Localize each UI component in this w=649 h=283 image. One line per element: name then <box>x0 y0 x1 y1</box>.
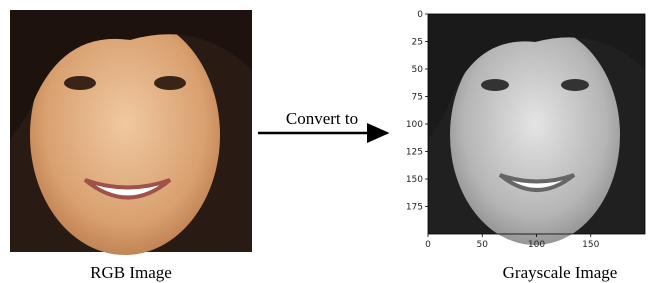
arrow-label: Convert to <box>286 109 358 128</box>
grayscale-image <box>428 14 645 245</box>
caption: RGB Image <box>90 263 172 282</box>
y-tick-label: 0 <box>417 10 423 20</box>
y-tick-label: 150 <box>406 175 423 185</box>
x-tick-label: 150 <box>582 240 599 250</box>
y-tick-label: 125 <box>406 148 423 158</box>
caption: Grayscale Image <box>503 263 618 282</box>
x-tick-label: 50 <box>477 240 489 250</box>
page: Convert to 0255075100125150175050100150 … <box>0 0 649 283</box>
y-tick-label: 75 <box>412 93 423 103</box>
x-tick-label: 0 <box>425 240 431 250</box>
y-tick-label: 175 <box>406 203 423 213</box>
y-tick-label: 25 <box>412 38 423 48</box>
y-tick-label: 100 <box>406 120 423 130</box>
x-tick-label: 100 <box>528 240 545 250</box>
y-tick-label: 50 <box>412 65 424 75</box>
rgb-image <box>10 10 252 255</box>
